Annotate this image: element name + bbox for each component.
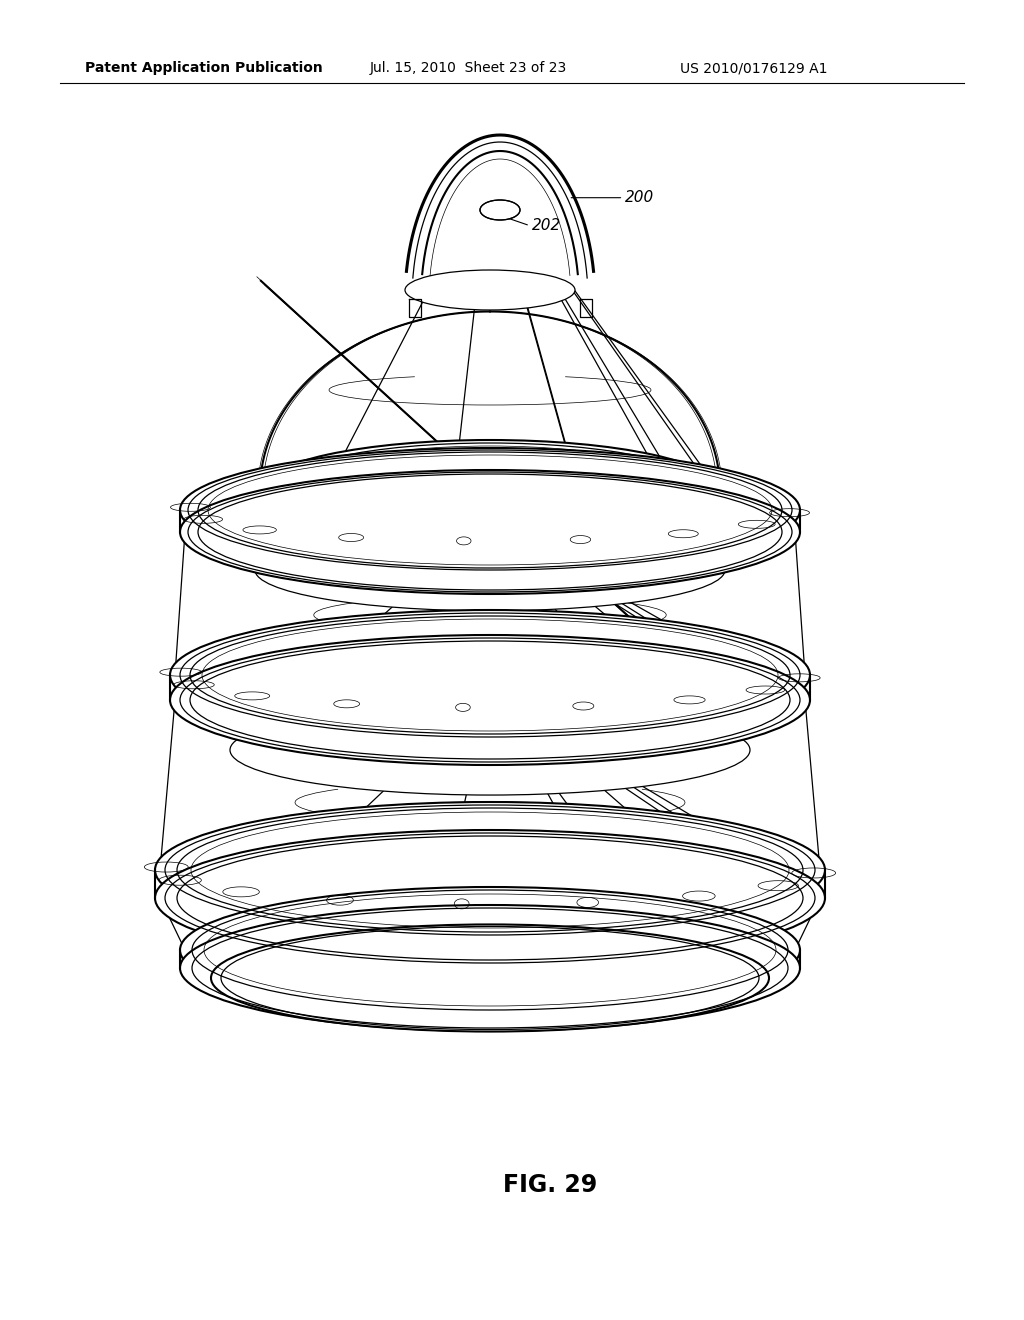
Ellipse shape (180, 906, 800, 1031)
Ellipse shape (260, 440, 720, 540)
Text: Jul. 15, 2010  Sheet 23 of 23: Jul. 15, 2010 Sheet 23 of 23 (370, 61, 567, 75)
Ellipse shape (170, 610, 810, 741)
Ellipse shape (155, 830, 825, 966)
Ellipse shape (230, 803, 750, 908)
Ellipse shape (180, 447, 800, 572)
Text: 200: 200 (626, 190, 654, 205)
Text: US 2010/0176129 A1: US 2010/0176129 A1 (680, 61, 827, 75)
Ellipse shape (180, 470, 800, 594)
Ellipse shape (155, 803, 825, 939)
Text: FIG. 29: FIG. 29 (503, 1173, 597, 1197)
Ellipse shape (255, 529, 725, 611)
Text: Patent Application Publication: Patent Application Publication (85, 61, 323, 75)
Ellipse shape (480, 201, 520, 220)
Ellipse shape (170, 635, 810, 766)
Ellipse shape (230, 705, 750, 795)
Ellipse shape (406, 271, 575, 310)
Ellipse shape (255, 612, 725, 708)
Ellipse shape (211, 924, 769, 1031)
Text: 202: 202 (532, 218, 561, 234)
Ellipse shape (180, 887, 800, 1012)
